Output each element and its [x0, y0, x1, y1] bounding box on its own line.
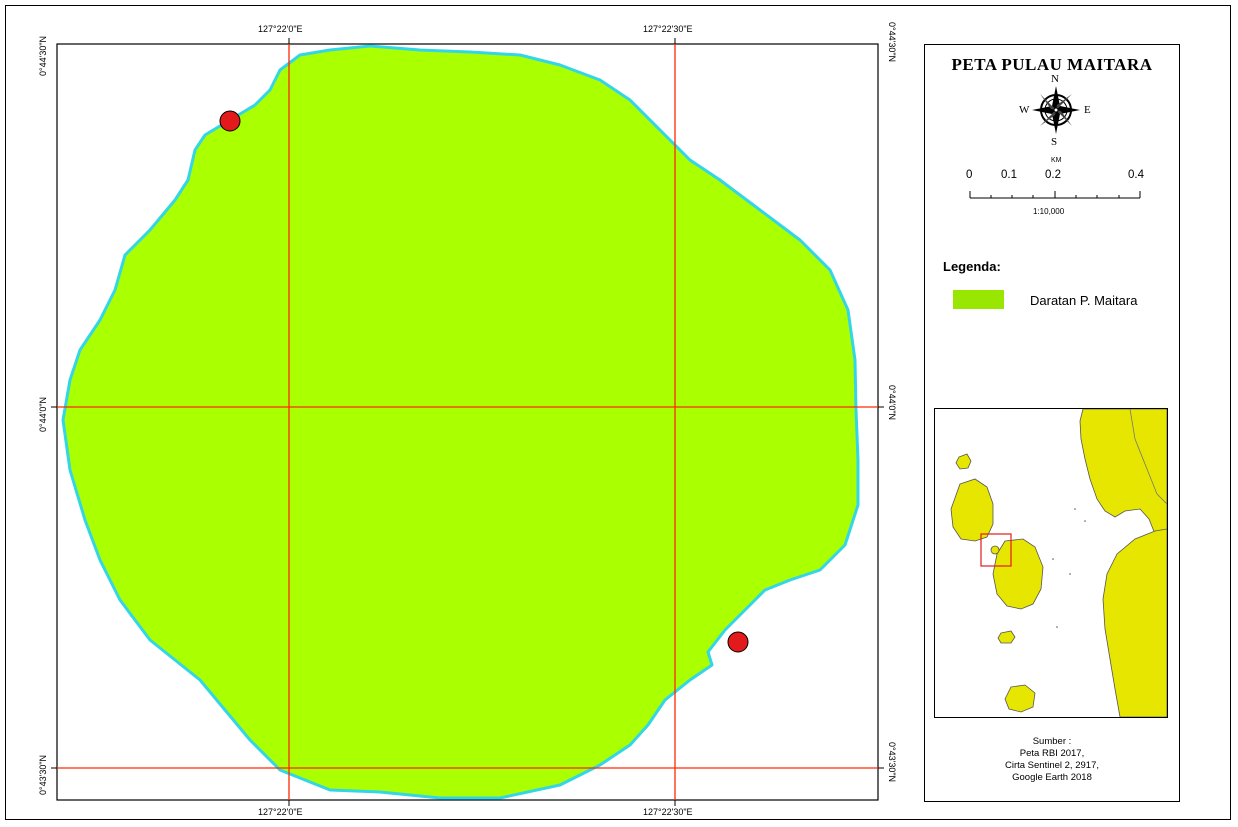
legend-swatch-land [953, 290, 1004, 309]
source-line: Sumber : [1032, 736, 1072, 747]
source-line: Peta RBI 2017, [1019, 748, 1085, 759]
compass-s: S [1051, 136, 1058, 148]
island-maitara [61, 44, 860, 800]
legend-title: Legenda: [943, 259, 1001, 274]
lon-label-top-right: 127°22'30"E [643, 24, 693, 34]
point-marker-2[interactable] [727, 631, 749, 653]
inset-tidore [992, 538, 1044, 610]
north-arrow-icon [1032, 86, 1080, 134]
legend-label-land: Daratan P. Maitara [1030, 293, 1138, 308]
lat-label-left-top: 0°44'30"N [38, 35, 48, 76]
map-ticks [51, 38, 884, 806]
grid-lines [57, 44, 878, 800]
compass-e: E [1084, 104, 1091, 116]
inset-halmahera-south [1102, 528, 1167, 717]
source-line: Cirta Sentinel 2, 2917, [1004, 760, 1099, 771]
inset-moti [1004, 684, 1036, 713]
scale-tick-label: 0 [966, 169, 973, 181]
map-outer-frame [5, 5, 1231, 820]
lat-label-right-bottom: 0°43'30"N [887, 742, 897, 783]
inset-coast-line [1129, 409, 1167, 505]
inset-map-canvas [950, 409, 1167, 717]
scale-tick-label: 0.2 [1045, 169, 1061, 181]
source-note: Sumber : Peta RBI 2017, Cirta Sentinel 2… [925, 736, 1179, 784]
lon-label-bottom-right: 127°22'30"E [643, 807, 693, 817]
scale-tick-label: 0.4 [1128, 169, 1144, 181]
scale-bar [969, 191, 1141, 199]
inset-mare [997, 630, 1016, 644]
inset-islets [1052, 508, 1086, 628]
scale-ratio: 1:10,000 [1033, 207, 1065, 216]
lat-label-left-bottom: 0°43'30"N [38, 754, 48, 795]
lat-label-right-mid: 0°44'0"N [887, 385, 897, 421]
lon-label-top-left: 127°22'0"E [258, 24, 303, 34]
scale-unit: KM [1051, 157, 1062, 164]
inset-maitara [990, 545, 1000, 555]
lat-label-left-mid: 0°44'0"N [38, 396, 48, 432]
scale-tick-label: 0.1 [1001, 169, 1017, 181]
inset-location-box [980, 533, 1012, 567]
inset-map [934, 408, 1168, 718]
compass-w: W [1019, 104, 1030, 116]
source-line: Google Earth 2018 [1012, 772, 1092, 783]
lat-label-right-top: 0°44'30"N [887, 22, 897, 63]
map-title: PETA PULAU MAITARA [951, 55, 1153, 74]
point-marker-1[interactable] [219, 110, 241, 132]
inset-ternate [950, 478, 994, 542]
lon-label-bottom-left: 127°22'0"E [258, 807, 303, 817]
map-side-panel: PETA PULAU MAITARA N S W E KM 0 0.1 0.2 … [924, 44, 1180, 802]
compass-n: N [1051, 73, 1059, 85]
inset-hiri [955, 453, 972, 470]
